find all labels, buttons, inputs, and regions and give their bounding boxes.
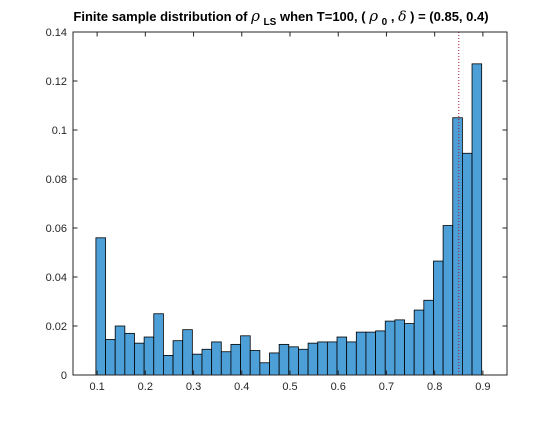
histogram-bar <box>220 351 232 376</box>
histogram-bar <box>336 336 348 376</box>
histogram-bar <box>201 348 213 376</box>
title-delta-symbol: δ <box>398 9 406 25</box>
y-tick-label: 0.04 <box>46 272 67 284</box>
histogram-bars <box>95 63 483 376</box>
title-rho-subscript: LS <box>264 17 277 28</box>
histogram-bar <box>355 331 367 376</box>
histogram-bar <box>249 350 261 376</box>
histogram-bar <box>442 225 454 376</box>
histogram-bar <box>240 335 251 376</box>
histogram-bar <box>278 343 290 376</box>
histogram-bar <box>375 330 386 376</box>
histogram-bar <box>230 343 241 376</box>
y-tick-label: 0.08 <box>46 174 67 186</box>
histogram-bar <box>423 299 434 376</box>
title-separator: , <box>391 9 395 24</box>
histogram-bar <box>143 336 155 376</box>
histogram-bar <box>172 340 184 376</box>
histogram-bar <box>307 342 319 376</box>
histogram-bar <box>259 362 270 376</box>
x-tick-label: 0.3 <box>186 381 201 393</box>
histogram-bar <box>298 348 309 376</box>
histogram-bar <box>134 342 145 376</box>
histogram-bar <box>317 341 328 376</box>
histogram-bar <box>269 352 280 376</box>
chart-title: Finite sample distribution of ρ LS when … <box>73 7 488 28</box>
title-rho-symbol: ρ <box>250 7 260 25</box>
x-tick-label: 0.4 <box>234 381 249 393</box>
x-tick-label: 0.1 <box>89 381 104 393</box>
x-tick-label: 0.9 <box>475 381 490 393</box>
y-tick-label: 0.14 <box>46 27 67 39</box>
histogram-bar <box>433 260 444 376</box>
y-tick-label: 0.02 <box>46 321 67 333</box>
histogram-bar <box>163 354 174 376</box>
histogram-bar <box>124 332 135 376</box>
histogram-bar <box>404 323 415 376</box>
x-tick-label: 0.7 <box>379 381 394 393</box>
histogram-bar <box>452 117 463 376</box>
x-tick-label: 0.6 <box>331 381 346 393</box>
title-rho0-subscript: 0 <box>382 17 388 28</box>
histogram-bar <box>471 63 483 376</box>
histogram-bar <box>413 309 425 376</box>
y-axis-tick-labels: 0 0.02 0.04 0.06 0.08 0.1 0.12 0.14 <box>46 27 67 382</box>
histogram-bar <box>326 341 338 376</box>
y-tick-label: 0.12 <box>46 76 67 88</box>
axis-ticks <box>73 31 507 376</box>
y-tick-label: 0 <box>61 370 67 382</box>
x-tick-label: 0.8 <box>427 381 442 393</box>
histogram-bar <box>384 320 396 376</box>
x-tick-label: 0.2 <box>138 381 153 393</box>
histogram-bar <box>461 152 473 376</box>
y-tick-label: 0.1 <box>52 125 67 137</box>
histogram-bar <box>182 329 193 376</box>
histogram-bar <box>153 313 164 376</box>
histogram-bar <box>114 325 126 376</box>
x-tick-label: 0.5 <box>282 381 297 393</box>
title-middle: when T=100, ( <box>279 9 366 24</box>
title-suffix: ) = (0.85, 0.4) <box>410 9 488 24</box>
histogram-bar <box>95 237 106 376</box>
title-rho0-symbol: ρ <box>368 7 378 25</box>
histogram-bar <box>346 341 357 376</box>
histogram-bar <box>394 319 405 376</box>
title-prefix: Finite sample distribution of <box>73 9 251 24</box>
histogram-bar <box>105 339 116 376</box>
histogram-bar <box>365 331 376 376</box>
y-tick-label: 0.06 <box>46 223 67 235</box>
x-axis-tick-labels: 0.1 0.2 0.3 0.4 0.5 0.6 0.7 0.8 0.9 <box>89 381 490 393</box>
histogram-bar <box>211 341 222 376</box>
